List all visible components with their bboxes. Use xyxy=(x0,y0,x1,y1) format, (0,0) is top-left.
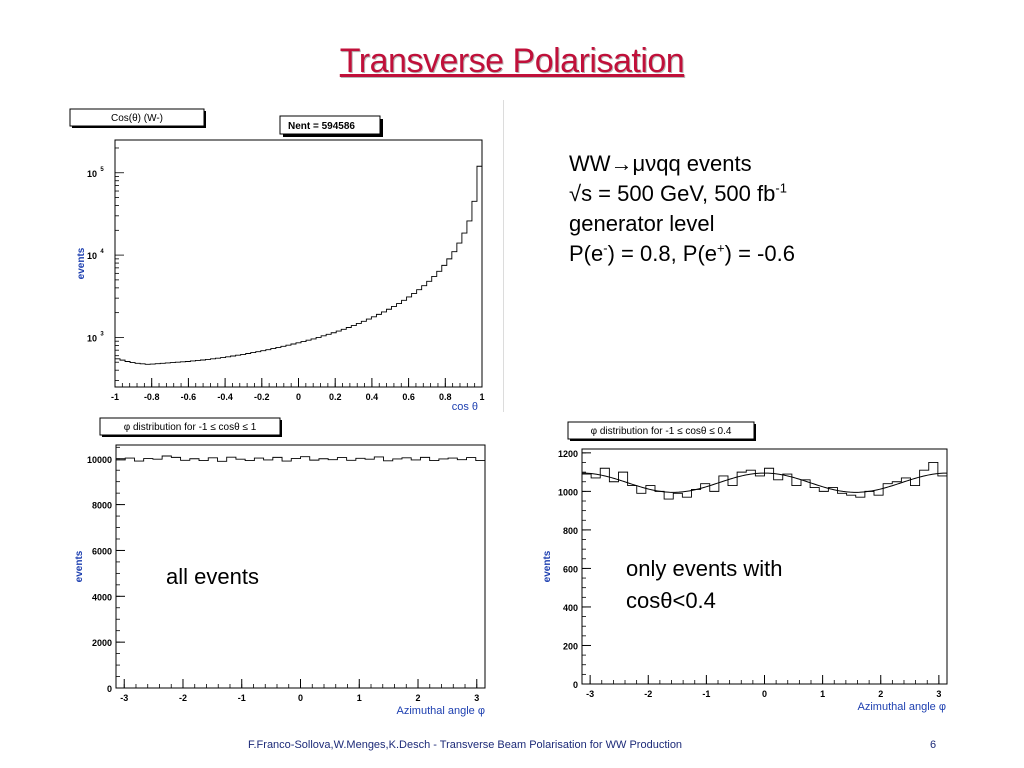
y-axis-label: events xyxy=(76,247,87,279)
x-tick-label: 0.6 xyxy=(402,392,415,402)
plot-title: Cos(θ) (W-) xyxy=(111,113,163,124)
info-superscript: - xyxy=(603,240,608,256)
info-superscript: + xyxy=(717,240,725,256)
y-tick-label: 0 xyxy=(107,684,112,694)
y-tick-exponent: 5 xyxy=(100,167,104,173)
x-axis-label: cos θ xyxy=(452,401,478,410)
title-box xyxy=(99,417,281,436)
x-tick-label: -0.2 xyxy=(254,392,270,402)
y-tick-label: 1200 xyxy=(558,449,578,459)
x-axis-label: Azimuthal angle φ xyxy=(397,705,485,717)
info-text: → xyxy=(610,151,633,176)
histogram-line xyxy=(116,455,485,462)
phi-restricted-plot: φ distribution for -1 ≤ cosθ ≤ 0.4 -3 -2 -1… xyxy=(534,416,956,720)
y-tick-label: 8000 xyxy=(92,501,112,511)
x-tick-label: -2 xyxy=(179,693,187,703)
info-text: qq events xyxy=(656,151,752,176)
x-tick-label: -2 xyxy=(644,689,652,699)
y-tick-label: 10 xyxy=(87,251,97,261)
x-tick-label: 0.4 xyxy=(366,392,379,402)
x-tick-label: 1 xyxy=(479,392,484,402)
histogram-line xyxy=(115,165,482,365)
x-tick-label: -0.8 xyxy=(144,392,160,402)
x-tick-label: 0 xyxy=(298,693,303,703)
phi-all-plot: φ distribution for -1 ≤ cosθ ≤ 1 -3 -2 -1 0 1… xyxy=(70,412,496,722)
y-tick-exponent: 4 xyxy=(100,249,104,255)
y-tick-label: 800 xyxy=(563,526,578,536)
x-tick-label: -0.6 xyxy=(181,392,197,402)
plot-title: φ distribution for -1 ≤ cosθ ≤ 0.4 xyxy=(591,426,732,437)
histogram-line xyxy=(582,462,947,500)
x-tick-label: 3 xyxy=(474,693,479,703)
plot-frame xyxy=(114,139,483,388)
y-tick-label: 400 xyxy=(563,603,578,613)
x-tick-label: -1 xyxy=(702,689,710,699)
x-tick-label: 1 xyxy=(820,689,825,699)
info-text: ) = 0.8, P(e xyxy=(607,241,718,266)
y-axis-label: events xyxy=(74,550,85,582)
x-tick-label: 0.2 xyxy=(329,392,342,402)
restricted-label-line2: cosθ<0.4 xyxy=(626,588,716,613)
all-events-label: all events xyxy=(166,564,259,589)
info-line: generator level xyxy=(569,209,795,239)
x-tick-label: 0 xyxy=(296,392,301,402)
x-tick-label: -1 xyxy=(111,392,119,402)
y-tick-label: 10 xyxy=(87,333,97,343)
y-tick-label: 2000 xyxy=(92,638,112,648)
y-tick-label: 6000 xyxy=(92,546,112,556)
info-superscript: -1 xyxy=(775,180,787,196)
y-tick-label: 1000 xyxy=(558,487,578,497)
title-box xyxy=(69,108,205,127)
restricted-label-line1: only events with xyxy=(626,556,783,581)
y-tick-label: 200 xyxy=(563,641,578,651)
info-text: P(e xyxy=(569,241,604,266)
slide-title: Transverse Polarisation xyxy=(339,42,685,80)
y-tick-label: 0 xyxy=(573,680,578,690)
x-tick-label: 0.8 xyxy=(439,392,452,402)
page-number: 6 xyxy=(930,739,937,751)
x-axis-label: Azimuthal angle φ xyxy=(858,701,946,713)
x-tick-label: 3 xyxy=(936,689,941,699)
footer-credit: F.Franco-Sollova,W.Menges,K.Desch - Tran… xyxy=(248,739,683,751)
x-tick-label: -1 xyxy=(238,693,246,703)
x-tick-label: 0 xyxy=(762,689,767,699)
info-line: WW→μνqq events xyxy=(569,149,795,179)
x-tick-label: -0.4 xyxy=(217,392,233,402)
x-tick-label: 2 xyxy=(416,693,421,703)
costheta-plot: Cos(θ) (W-) Nent = 594586 -1 -0.8 -0.6 -0.4 -0… xyxy=(60,104,490,410)
stats-box-text: Nent = 594586 xyxy=(288,121,355,132)
y-tick-label: 600 xyxy=(563,564,578,574)
info-text: μν xyxy=(632,151,657,176)
stats-box xyxy=(279,115,381,135)
y-tick-label: 10 xyxy=(87,169,97,179)
y-tick-exponent: 3 xyxy=(100,331,104,337)
fit-curve xyxy=(581,472,948,493)
info-text: generator level xyxy=(569,211,715,236)
x-tick-label: -3 xyxy=(586,689,594,699)
info-text: √s = 500 GeV, 500 fb xyxy=(569,181,776,206)
x-tick-label: -3 xyxy=(120,693,128,703)
divider xyxy=(503,100,504,412)
x-tick-label: 1 xyxy=(357,693,362,703)
info-line: √s = 500 GeV, 500 fb-1 xyxy=(569,179,795,209)
title-box xyxy=(567,421,755,440)
info-text: WW xyxy=(569,151,611,176)
run-conditions: WW→μνqq events √s = 500 GeV, 500 fb-1 gene… xyxy=(569,149,795,269)
y-axis-label: events xyxy=(542,550,553,582)
info-text: ) = -0.6 xyxy=(724,241,795,266)
info-line: P(e-) = 0.8, P(e+) = -0.6 xyxy=(569,239,795,269)
x-tick-label: 2 xyxy=(878,689,883,699)
y-tick-label: 4000 xyxy=(92,592,112,602)
phi-restricted-chart: φ distribution for -1 ≤ cosθ ≤ 0.4 -3 -2 -1… xyxy=(542,421,948,713)
plot-title: φ distribution for -1 ≤ cosθ ≤ 1 xyxy=(124,422,257,433)
y-tick-label: 10000 xyxy=(87,455,112,465)
phi-all-chart: φ distribution for -1 ≤ cosθ ≤ 1 -3 -2 -1 0 1… xyxy=(74,417,486,717)
costheta-chart: Cos(θ) (W-) Nent = 594586 -1 -0.8 -0.6 -0.4 -0… xyxy=(69,108,485,410)
